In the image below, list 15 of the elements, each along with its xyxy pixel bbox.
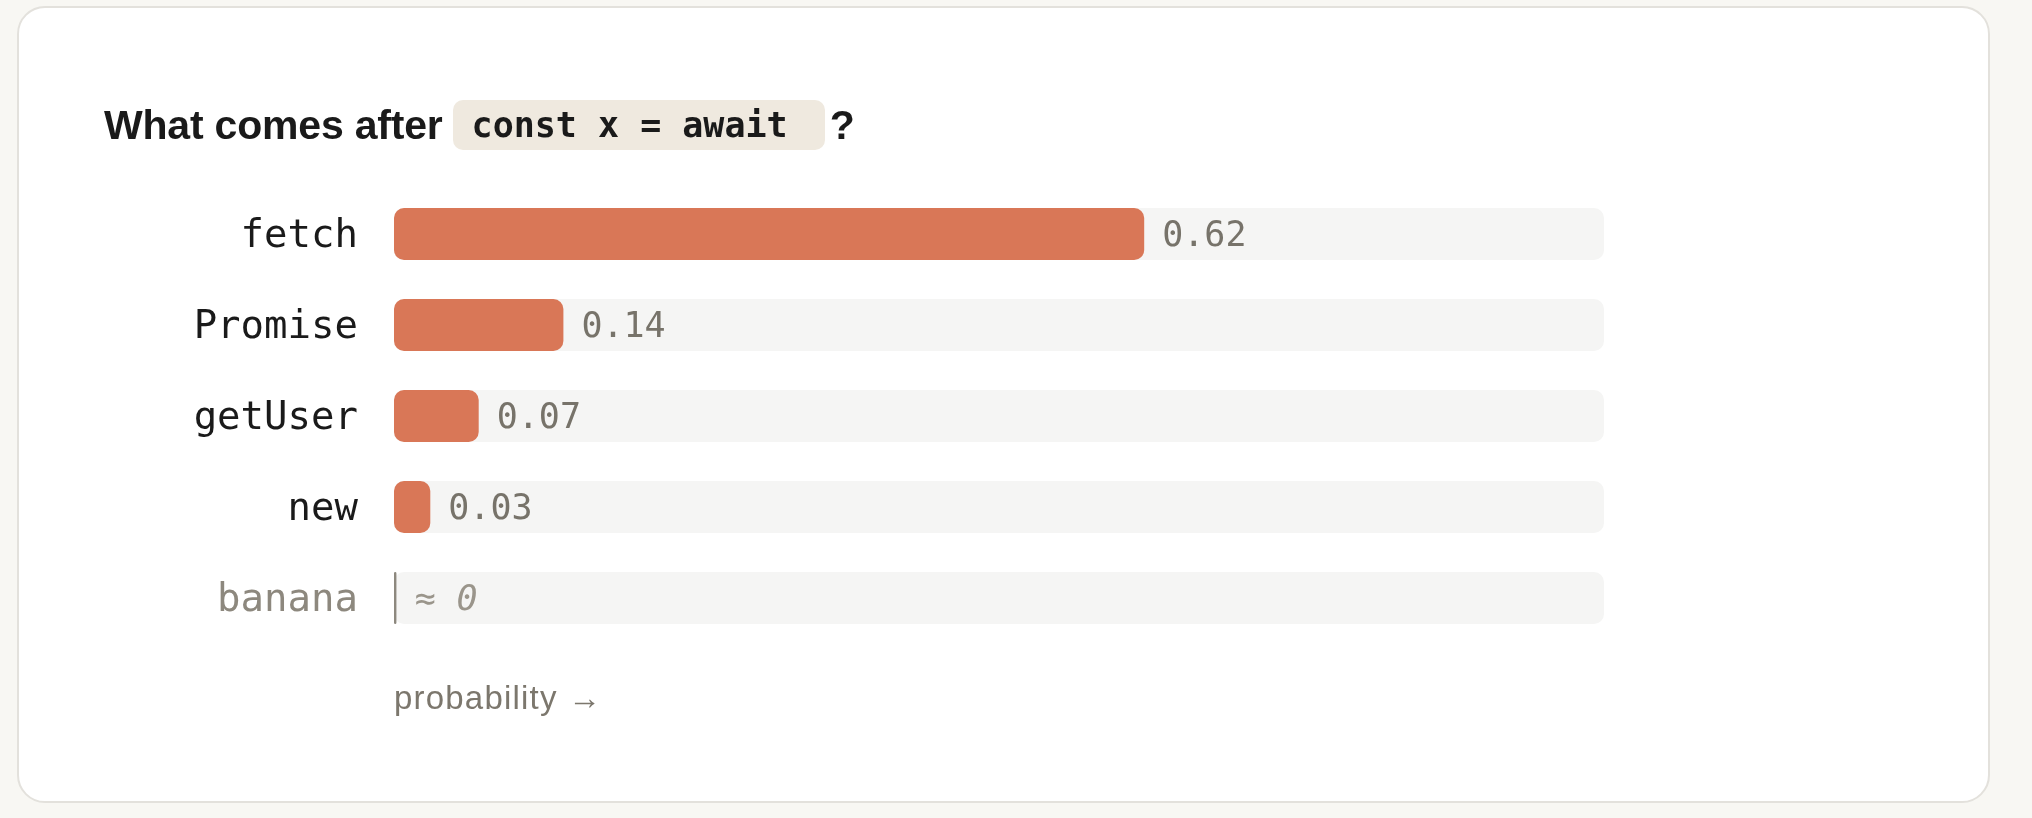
bar: [394, 390, 479, 442]
data-label: 0.03: [448, 487, 533, 527]
y-tick-label: banana: [217, 575, 358, 620]
data-label: 0.14: [581, 305, 666, 345]
data-label: 0.07: [496, 396, 581, 436]
y-tick-label: new: [287, 484, 359, 529]
y-tick-label: getUser: [193, 393, 358, 438]
x-axis-title: probability →: [394, 679, 603, 717]
bar: [394, 299, 564, 351]
y-tick-label: fetch: [240, 211, 358, 256]
bar: [394, 481, 431, 533]
chart-title: What comes after const x = await ?: [104, 101, 855, 148]
data-label: ≈ 0: [414, 578, 478, 618]
data-label: 0.62: [1162, 214, 1247, 254]
y-tick-label: Promise: [193, 302, 358, 347]
